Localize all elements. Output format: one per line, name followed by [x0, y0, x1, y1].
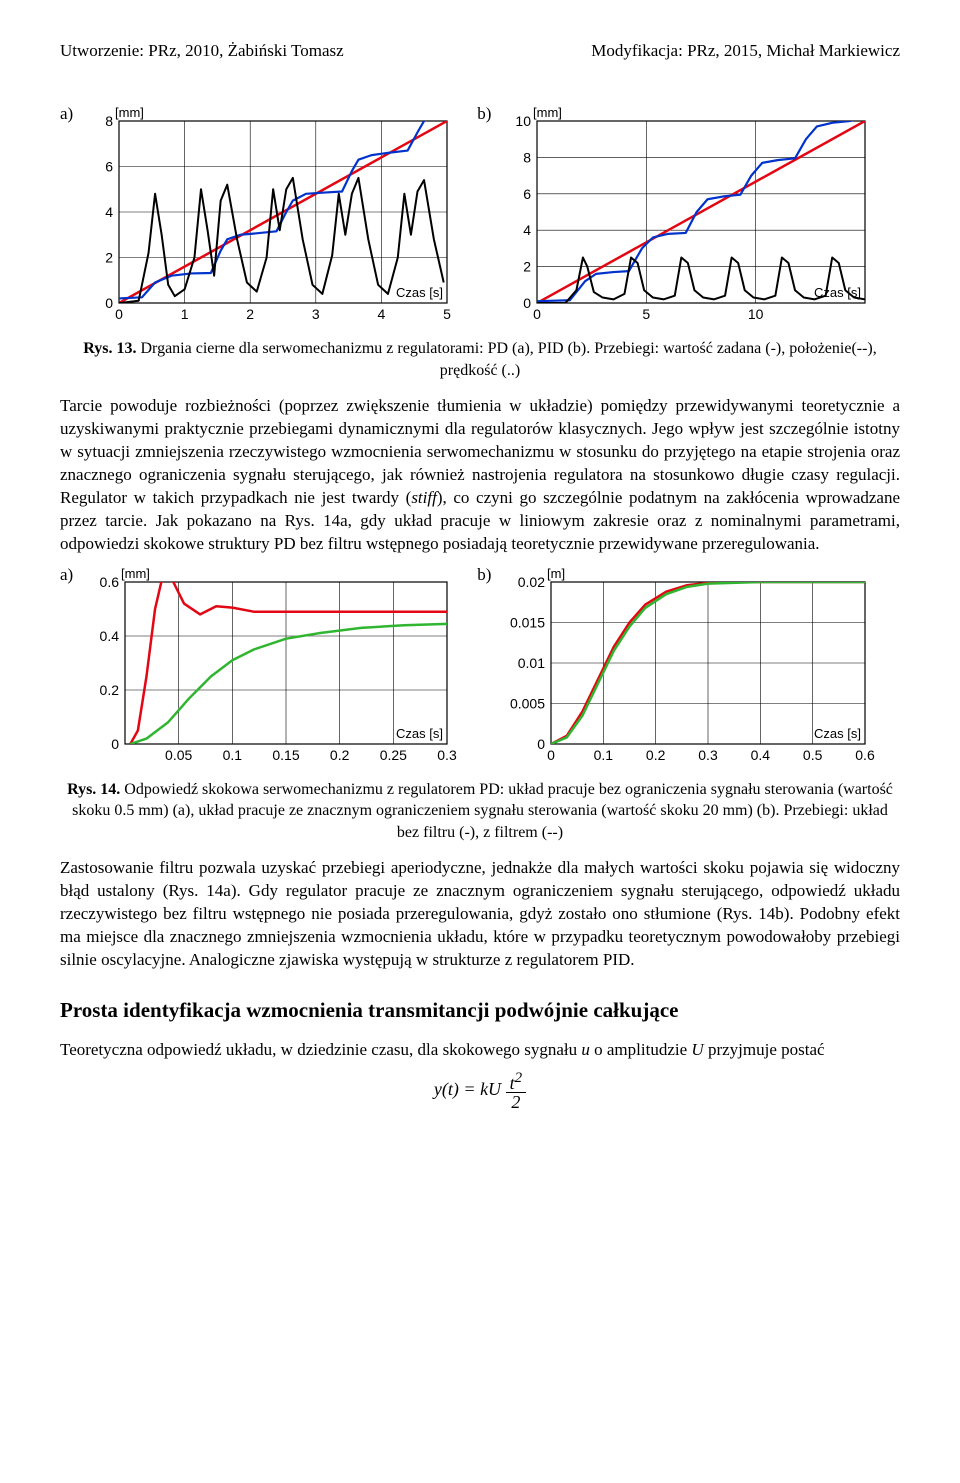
fig13-caption-text: Drgania cierne dla serwomechanizmu z reg…	[136, 340, 876, 379]
svg-text:8: 8	[105, 113, 113, 129]
svg-text:0.6: 0.6	[100, 574, 120, 590]
svg-text:0.3: 0.3	[699, 747, 719, 763]
svg-text:5: 5	[443, 306, 451, 322]
page-header: Utworzenie: PRz, 2010, Żabiński Tomasz M…	[60, 40, 900, 63]
header-left: Utworzenie: PRz, 2010, Żabiński Tomasz	[60, 40, 344, 63]
svg-text:0.015: 0.015	[510, 614, 545, 630]
svg-text:3: 3	[312, 306, 320, 322]
fig14-caption-text: Odpowiedź skokowa serwomechanizmu z regu…	[72, 781, 893, 841]
svg-text:2: 2	[247, 306, 255, 322]
svg-text:0.2: 0.2	[330, 747, 350, 763]
fig14-label-a: a)	[60, 564, 73, 587]
header-right: Modyfikacja: PRz, 2015, Michał Markiewic…	[591, 40, 900, 63]
paragraph-2: Zastosowanie filtru pozwala uzyskać prze…	[60, 857, 900, 972]
paragraph-1: Tarcie powoduje rozbieżności (poprzez zw…	[60, 395, 900, 556]
svg-text:0: 0	[547, 747, 555, 763]
fig14-label-b: b)	[477, 564, 491, 587]
paragraph-3: Teoretyczna odpowiedź układu, w dziedzin…	[60, 1039, 900, 1062]
svg-text:2: 2	[105, 249, 113, 265]
fig14-chart-b: 0 0.1 0.2 0.3 0.4 0.5 0.6 0 0.005 0.01 0.015 0.02[m…	[495, 564, 875, 774]
fig14-caption: Rys. 14. Odpowiedź skokowa serwomechaniz…	[60, 779, 900, 844]
svg-text:0: 0	[105, 295, 113, 311]
svg-text:8: 8	[524, 149, 532, 165]
equation: y(t) = kU t2 2	[60, 1071, 900, 1111]
svg-text:4: 4	[105, 204, 113, 220]
fig14-caption-num: Rys. 14.	[67, 781, 120, 798]
svg-text:0.2: 0.2	[100, 682, 120, 698]
fig13-chart-b: 05100246810[mm]Czas [s]	[495, 103, 875, 333]
svg-text:Czas [s]: Czas [s]	[396, 285, 443, 300]
svg-text:[m]: [m]	[547, 566, 565, 581]
svg-text:Czas [s]: Czas [s]	[396, 726, 443, 741]
svg-text:Czas [s]: Czas [s]	[814, 726, 861, 741]
svg-text:10: 10	[516, 113, 532, 129]
svg-text:0.15: 0.15	[273, 747, 300, 763]
svg-text:5: 5	[643, 306, 651, 322]
fig14-chart-a: 0.05 0.1 0.15 0.2 0.25 0.3 0 0.2 0.4 0.6[mm] Czas …	[77, 564, 457, 774]
svg-text:6: 6	[524, 186, 532, 202]
svg-text:0.05: 0.05	[165, 747, 192, 763]
figure-13-row: a) 01234502468[mm]Czas [s] b) 0510024681…	[60, 103, 900, 333]
svg-text:0: 0	[524, 295, 532, 311]
figure-14-row: a) 0.050.10.150.20.250.300.20.40.6[mm]Cz…	[60, 564, 900, 774]
svg-text:0.1: 0.1	[223, 747, 243, 763]
svg-text:0: 0	[533, 306, 541, 322]
svg-text:0.1: 0.1	[594, 747, 614, 763]
section-title: Prosta identyfikacja wzmocnienia transmi…	[60, 996, 900, 1024]
svg-text:0.3: 0.3	[437, 747, 457, 763]
fig13-caption-num: Rys. 13.	[83, 340, 136, 357]
fig13-chart-a: 0 1 2 3 4 5 0 2 4 6 8[mm] Czas [s]	[77, 103, 457, 333]
svg-text:2: 2	[524, 259, 532, 275]
svg-text:4: 4	[524, 222, 532, 238]
svg-text:0: 0	[115, 306, 123, 322]
svg-text:0.02: 0.02	[518, 574, 545, 590]
svg-text:0: 0	[111, 736, 119, 752]
svg-text:[mm]: [mm]	[121, 566, 150, 581]
svg-text:0.4: 0.4	[751, 747, 771, 763]
svg-text:4: 4	[378, 306, 386, 322]
svg-text:0.5: 0.5	[803, 747, 823, 763]
svg-text:[mm]: [mm]	[533, 105, 562, 120]
fig13-caption: Rys. 13. Drgania cierne dla serwomechani…	[60, 338, 900, 381]
svg-text:0.4: 0.4	[100, 628, 120, 644]
svg-text:0.6: 0.6	[856, 747, 876, 763]
svg-text:1: 1	[181, 306, 189, 322]
svg-text:6: 6	[105, 158, 113, 174]
svg-text:0: 0	[538, 736, 546, 752]
fig13-label-a: a)	[60, 103, 73, 126]
svg-text:0.005: 0.005	[510, 695, 545, 711]
svg-text:10: 10	[748, 306, 764, 322]
svg-text:[mm]: [mm]	[115, 105, 144, 120]
svg-text:0.2: 0.2	[646, 747, 666, 763]
svg-text:0.25: 0.25	[380, 747, 407, 763]
svg-text:0.01: 0.01	[518, 655, 545, 671]
fig13-label-b: b)	[477, 103, 491, 126]
